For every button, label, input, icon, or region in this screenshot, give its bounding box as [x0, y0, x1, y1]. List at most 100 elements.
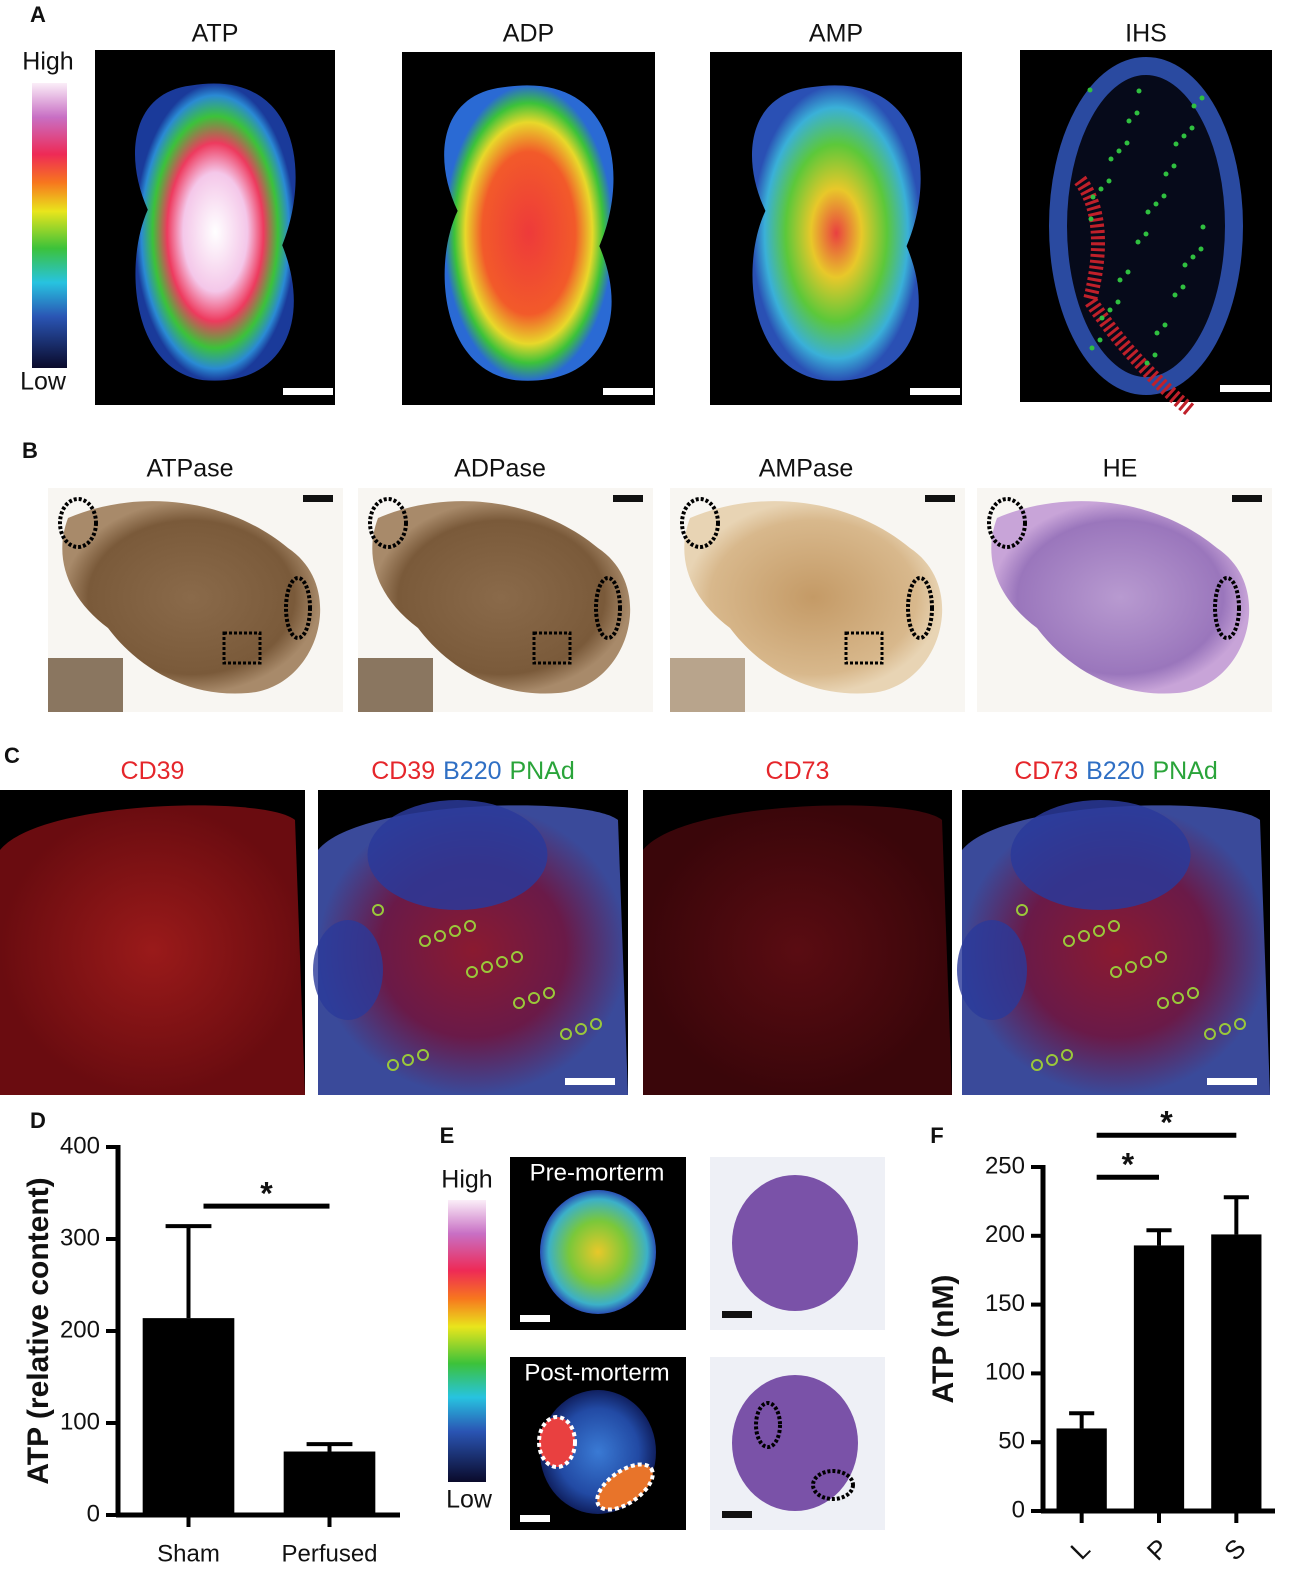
stain [1190, 254, 1196, 260]
vessel [1110, 966, 1122, 978]
region-outline [987, 497, 1027, 549]
region-outline [811, 1469, 855, 1501]
stain [1182, 262, 1188, 268]
roi [532, 631, 572, 665]
scale-bar [1232, 495, 1262, 502]
stain [1089, 345, 1095, 351]
stain [1099, 315, 1105, 321]
stain [1074, 175, 1195, 416]
vessel [387, 1059, 399, 1071]
stain [1108, 156, 1114, 162]
stain [1088, 216, 1094, 222]
vessel [1204, 1028, 1216, 1040]
significance-label: * [1160, 1105, 1173, 1141]
title-part: CD39 [371, 757, 435, 785]
title-part: PNAd [1153, 757, 1218, 785]
title-part: CD73 [1014, 757, 1078, 785]
colorbar [32, 83, 67, 368]
colorbar [448, 1200, 486, 1482]
y-tick-label: 0 [1012, 1496, 1025, 1523]
title-part: CD39 [121, 757, 185, 785]
image-title: ATPase [146, 455, 233, 483]
y-axis-label: ATP (nM) [927, 1275, 960, 1404]
vessel [543, 987, 555, 999]
colorbar-label: High [441, 1166, 492, 1194]
y-tick-label: 50 [998, 1428, 1025, 1455]
colorbar-label: Low [20, 368, 67, 396]
stain [1198, 246, 1204, 252]
stain [1107, 307, 1113, 313]
vessel [575, 1023, 587, 1035]
tissue [444, 85, 614, 381]
image-title: ATP [192, 20, 239, 48]
scale-bar [283, 388, 333, 395]
x-tick-label: S [1218, 1533, 1251, 1566]
y-tick-label: 150 [985, 1290, 1025, 1317]
stain [1143, 231, 1149, 237]
x-tick-label: L [1064, 1534, 1095, 1565]
stain [1154, 330, 1160, 336]
region-outline [754, 1401, 782, 1449]
stain [1173, 141, 1179, 147]
image-title: CD73 [766, 757, 830, 785]
follicle [1010, 800, 1191, 910]
region-outline [680, 497, 720, 549]
vessel [464, 920, 476, 932]
panel-label: F [930, 1123, 943, 1148]
y-tick-label: 200 [985, 1221, 1025, 1248]
vessel [496, 956, 508, 968]
y-tick-label: 250 [985, 1152, 1025, 1179]
tissue [0, 805, 305, 1095]
vessel [417, 1049, 429, 1061]
vessel [528, 992, 540, 1004]
region-outline [594, 576, 622, 640]
image-title: ADP [503, 20, 554, 48]
tissue [1049, 57, 1243, 395]
vessel [1157, 997, 1169, 1009]
image-title: CD73 B220 PNAd [1014, 757, 1218, 785]
image-title: HE [1103, 455, 1138, 483]
bar [142, 1318, 235, 1515]
inset [358, 658, 433, 712]
x-tick-label: Perfused [281, 1540, 377, 1567]
stain [1162, 322, 1168, 328]
follicle [367, 800, 548, 910]
stain [1152, 352, 1158, 358]
stain [1134, 110, 1140, 116]
bar [1211, 1234, 1262, 1511]
stain [1153, 201, 1159, 207]
vessel [481, 961, 493, 973]
region-outline [1213, 576, 1241, 640]
scale-bar [303, 495, 333, 502]
title-part: PNAd [510, 757, 575, 785]
significance-label: * [1122, 1147, 1135, 1183]
image-title: CD39 B220 PNAd [371, 757, 575, 785]
vessel [1031, 1059, 1043, 1071]
vessel [402, 1054, 414, 1066]
title-part: B220 [1086, 757, 1144, 785]
y-tick-label: 400 [60, 1132, 100, 1159]
vessel [1187, 987, 1199, 999]
stain [1181, 133, 1187, 139]
x-tick-label: Sham [157, 1540, 220, 1567]
image-title: CD39 [121, 757, 185, 785]
region-outline [58, 497, 98, 549]
stain [1171, 163, 1177, 169]
vessel [372, 904, 384, 916]
stain [1125, 269, 1131, 275]
title-part: B220 [443, 757, 501, 785]
stain [1116, 148, 1122, 154]
stain [1087, 87, 1093, 93]
x-tick-label: P [1141, 1533, 1174, 1566]
vessel [560, 1028, 572, 1040]
vessel [1108, 920, 1120, 932]
panel-label: A [30, 2, 46, 27]
bar [1133, 1245, 1185, 1511]
vessel [1046, 1054, 1058, 1066]
y-tick-label: 100 [60, 1408, 100, 1435]
y-axis-label: ATP (relative content) [22, 1177, 55, 1484]
vessel [419, 935, 431, 947]
stain [1189, 125, 1195, 131]
roi [222, 631, 262, 665]
vessel [1155, 951, 1167, 963]
